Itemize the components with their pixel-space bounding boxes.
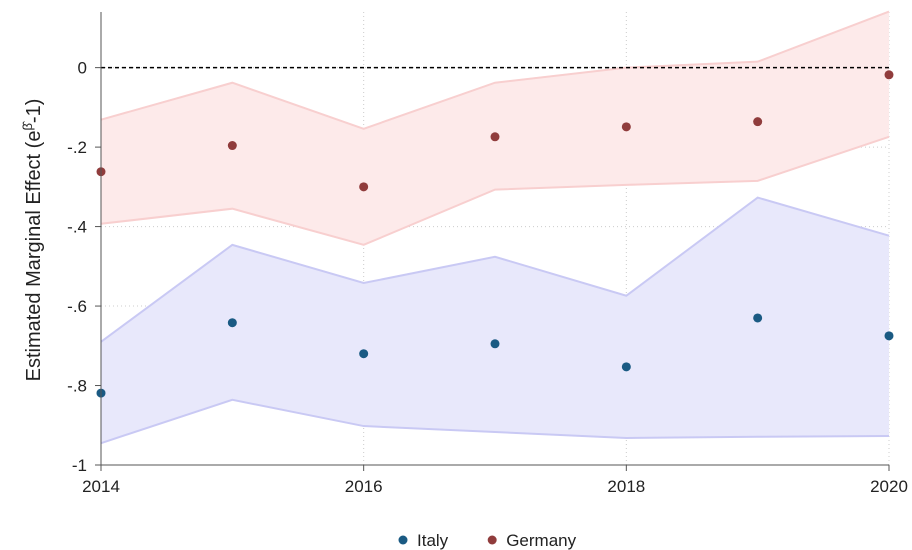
point xyxy=(359,182,369,192)
y-tick-label: 0 xyxy=(78,59,87,78)
y-tick-label: -.6 xyxy=(67,297,87,316)
point xyxy=(227,318,237,328)
legend-label: Italy xyxy=(417,531,449,550)
x-tick-label: 2020 xyxy=(870,477,908,496)
y-tick-label: -.4 xyxy=(67,218,87,237)
point xyxy=(621,362,631,372)
confidence-band xyxy=(101,11,889,245)
band-lower xyxy=(100,135,890,246)
point xyxy=(753,313,763,323)
y-tick-label: -.8 xyxy=(67,377,87,396)
point xyxy=(753,117,763,127)
x-tick-label: 2018 xyxy=(607,477,645,496)
y-label-suffix: -1) xyxy=(23,99,45,123)
y-axis-label: Estimated Marginal Effect (eβ̂-1) xyxy=(20,99,45,382)
x-tick-label: 2014 xyxy=(82,477,120,496)
point xyxy=(884,331,894,341)
band-upper xyxy=(100,196,890,343)
y-label-superscript: β̂ xyxy=(20,120,35,130)
y-tick-label: -.2 xyxy=(67,138,87,157)
point xyxy=(884,70,894,80)
confidence-band xyxy=(101,197,889,444)
band-lower xyxy=(100,398,890,445)
point xyxy=(227,141,237,151)
legend-marker xyxy=(487,535,497,545)
point xyxy=(621,122,631,132)
point xyxy=(490,132,500,142)
band-upper xyxy=(100,10,890,130)
legend-marker xyxy=(398,535,408,545)
legend-label: Germany xyxy=(506,531,576,550)
point xyxy=(359,349,369,359)
point xyxy=(490,339,500,349)
x-tick-label: 2016 xyxy=(345,477,383,496)
y-tick-label: -1 xyxy=(72,456,87,475)
y-label-prefix: Estimated Marginal Effect (e xyxy=(23,131,45,382)
